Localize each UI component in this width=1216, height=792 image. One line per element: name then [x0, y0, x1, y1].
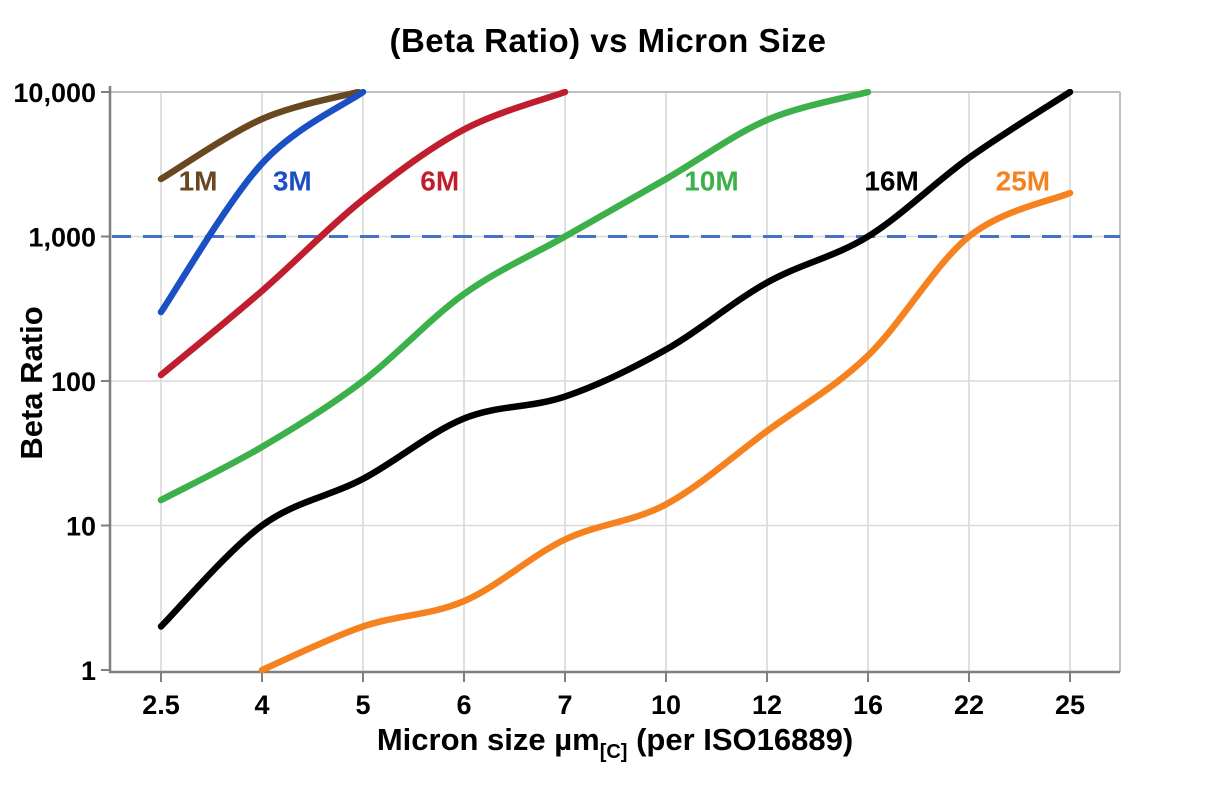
- x-tick-label: 25: [1055, 690, 1085, 720]
- x-tick-label: 4: [254, 690, 269, 720]
- x-tick-label: 5: [355, 690, 370, 720]
- x-tick-label: 12: [752, 690, 782, 720]
- chart-title: (Beta Ratio) vs Micron Size: [389, 22, 827, 59]
- series-line-6M: [157, 89, 569, 379]
- series-label-16M: 16M: [864, 166, 918, 197]
- series-line-1M: [157, 89, 362, 183]
- x-tick-label: 2.5: [142, 690, 180, 720]
- series-label-10M: 10M: [684, 166, 738, 197]
- series-label-1M: 1M: [179, 166, 218, 197]
- x-tick-label: 6: [456, 690, 471, 720]
- series-line-10M: [157, 89, 872, 504]
- series-line-3M: [157, 89, 367, 316]
- x-tick-label: 22: [954, 690, 984, 720]
- y-tick-label: 10: [66, 512, 96, 542]
- x-axis-title-text: Micron size µm: [376, 722, 600, 757]
- x-tick-label: 16: [853, 690, 883, 720]
- x-tick-label: 7: [557, 690, 572, 720]
- series-label-25M: 25M: [996, 166, 1050, 197]
- series-label-3M: 3M: [273, 166, 312, 197]
- y-tick-label: 100: [51, 367, 96, 397]
- y-tick-label: 1,000: [28, 223, 96, 253]
- y-tick-label: 10,000: [13, 78, 96, 108]
- series-label-6M: 6M: [420, 166, 459, 197]
- x-axis-title-subscript: [C]: [599, 741, 628, 763]
- x-axis-title: Micron size µm[C] (per ISO16889): [110, 722, 1120, 764]
- x-tick-label: 10: [651, 690, 681, 720]
- y-tick-label: 1: [81, 656, 96, 686]
- series-line-25M: [258, 189, 1074, 673]
- x-axis-title-suffix: (per ISO16889): [627, 722, 854, 757]
- series-line-16M: [157, 89, 1074, 630]
